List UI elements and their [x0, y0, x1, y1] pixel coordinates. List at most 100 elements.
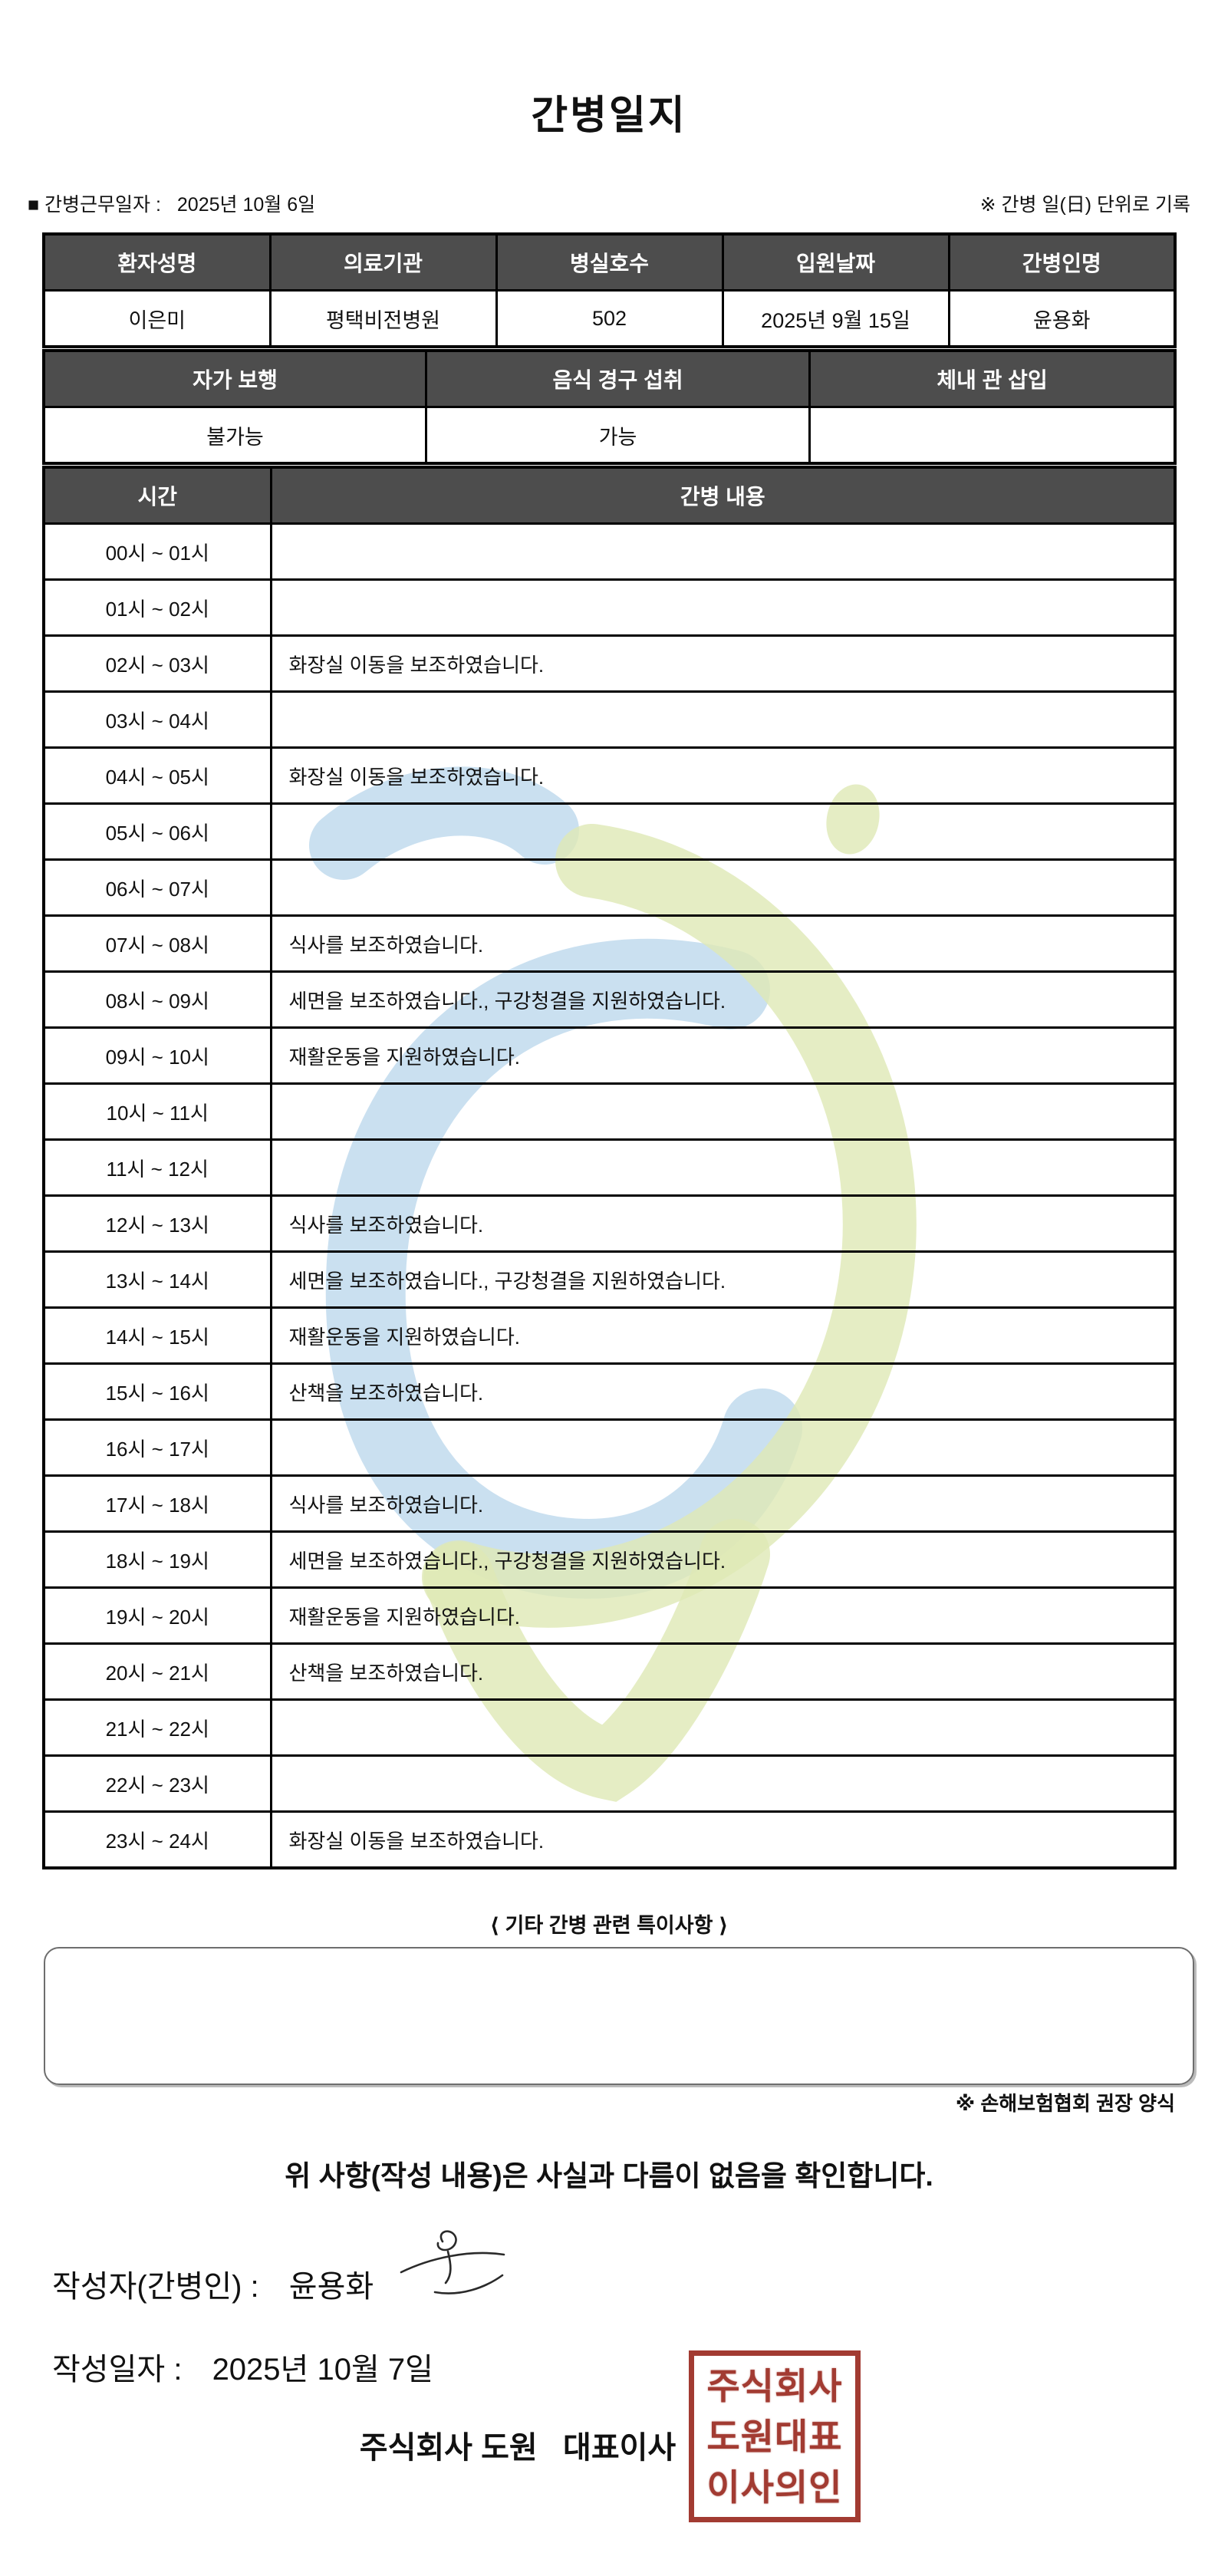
- log-time-cell: 20시 ~ 21시: [42, 1642, 272, 1701]
- self-walking-header: 자가 보행: [42, 349, 428, 408]
- log-time-cell: 22시 ~ 23시: [42, 1754, 272, 1813]
- log-row: 05시 ~ 06시: [42, 802, 1177, 861]
- patient-value-row: 이은미 평택비전병원 502 2025년 9월 15일 윤용화: [42, 289, 1177, 348]
- log-note-cell: 식사를 보조하였습니다.: [269, 914, 1177, 973]
- written-date-value: 2025년 10월 7일: [212, 2353, 433, 2387]
- log-note-cell: 세면을 보조하였습니다., 구강청결을 지원하였습니다.: [269, 1250, 1177, 1309]
- oral-intake-value: 가능: [425, 406, 811, 465]
- status-value-row: 불가능 가능: [42, 406, 1177, 465]
- log-time-cell: 09시 ~ 10시: [42, 1026, 272, 1085]
- log-time-cell: 18시 ~ 19시: [42, 1530, 272, 1589]
- log-time-cell: 15시 ~ 16시: [42, 1362, 272, 1421]
- log-row: 06시 ~ 07시: [42, 858, 1177, 917]
- handwritten-signature: [400, 2230, 505, 2294]
- log-time-cell: 05시 ~ 06시: [42, 802, 272, 861]
- log-note-cell: [269, 858, 1177, 917]
- log-row: 08시 ~ 09시 세면을 보조하였습니다., 구강청결을 지원하였습니다.: [42, 970, 1177, 1029]
- log-row: 14시 ~ 15시 재활운동을 지원하였습니다.: [42, 1306, 1177, 1365]
- company-ceo-line: 주식회사 도원 대표이사: [359, 2431, 676, 2465]
- patient-status-table: 자가 보행 음식 경구 섭취 체내 관 삽입 불가능 가능: [42, 349, 1177, 465]
- confirmation-statement: 위 사항(작성 내용)은 사실과 다름이 없음을 확인합니다.: [285, 2160, 933, 2192]
- room-number-header: 병실호수: [495, 232, 724, 292]
- log-note-cell: 식사를 보조하였습니다.: [269, 1474, 1177, 1533]
- log-row: 13시 ~ 14시 세면을 보조하였습니다., 구강청결을 지원하였습니다.: [42, 1250, 1177, 1309]
- log-note-cell: 화장실 이동을 보조하였습니다.: [269, 1810, 1177, 1869]
- care-content-column-header: 간병 내용: [269, 466, 1177, 525]
- meta-row: ■ 간병근무일자 : 2025년 10월 6일 ※ 간병 일(日) 단위로 기록: [28, 189, 1190, 217]
- patient-header-row: 환자성명 의료기관 병실호수 입원날짜 간병인명: [42, 232, 1177, 292]
- log-time-cell: 13시 ~ 14시: [42, 1250, 272, 1309]
- unit-note: ※ 간병 일(日) 단위로 기록: [979, 194, 1190, 216]
- log-row: 19시 ~ 20시 재활운동을 지원하였습니다.: [42, 1586, 1177, 1645]
- work-date-value: 2025년 10월 6일: [176, 194, 316, 216]
- writer-name: 윤용화: [288, 2270, 374, 2304]
- patient-name-header: 환자성명: [42, 232, 272, 292]
- log-note-cell: [269, 1082, 1177, 1141]
- log-note-cell: 재활운동을 지원하였습니다.: [269, 1026, 1177, 1085]
- log-row: 00시 ~ 01시: [42, 522, 1177, 581]
- log-row: 10시 ~ 11시: [42, 1082, 1177, 1141]
- seal-row-3: 이사의인: [706, 2466, 843, 2508]
- room-number-value: 502: [495, 289, 724, 348]
- log-note-cell: [269, 1698, 1177, 1757]
- written-date-line: 작성일자 : 2025년 10월 7일: [52, 2344, 433, 2389]
- admission-date-header: 입원날짜: [721, 232, 950, 292]
- medical-institution-header: 의료기관: [268, 232, 498, 292]
- caregiver-name-header: 간병인명: [947, 232, 1177, 292]
- log-note-cell: 재활운동을 지원하였습니다.: [269, 1586, 1177, 1645]
- tube-insertion-value: [808, 406, 1177, 465]
- log-time-cell: 11시 ~ 12시: [42, 1138, 272, 1197]
- care-log-table: 시간 간병 내용 00시 ~ 01시 01시 ~ 02시 02시 ~ 03시 화장…: [42, 466, 1177, 1869]
- work-date-label: ■ 간병근무일자 :: [28, 194, 161, 216]
- log-note-cell: 재활운동을 지원하였습니다.: [269, 1306, 1177, 1365]
- self-walking-value: 불가능: [42, 406, 428, 465]
- page-title: 간병일지: [531, 94, 687, 138]
- log-row: 18시 ~ 19시 세면을 보조하였습니다., 구강청결을 지원하였습니다.: [42, 1530, 1177, 1589]
- log-note-cell: 세면을 보조하였습니다., 구강청결을 지원하였습니다.: [269, 970, 1177, 1029]
- log-time-cell: 02시 ~ 03시: [42, 634, 272, 693]
- log-note-cell: [269, 1754, 1177, 1813]
- log-time-cell: 06시 ~ 07시: [42, 858, 272, 917]
- extra-notes-heading: ⟨ 기타 간병 관련 특이사항 ⟩: [489, 1914, 729, 1937]
- log-note-cell: [269, 1418, 1177, 1477]
- seal-row-1: 주식회사: [706, 2365, 843, 2406]
- log-time-cell: 08시 ~ 09시: [42, 970, 272, 1029]
- log-time-cell: 16시 ~ 17시: [42, 1418, 272, 1477]
- log-row: 11시 ~ 12시: [42, 1138, 1177, 1197]
- written-date-label: 작성일자 :: [52, 2353, 183, 2387]
- log-row: 16시 ~ 17시: [42, 1418, 1177, 1477]
- caregiver-name-value: 윤용화: [947, 289, 1177, 348]
- log-time-cell: 00시 ~ 01시: [42, 522, 272, 581]
- log-row: 15시 ~ 16시 산책을 보조하였습니다.: [42, 1362, 1177, 1421]
- log-time-cell: 07시 ~ 08시: [42, 914, 272, 973]
- log-row: 12시 ~ 13시 식사를 보조하였습니다.: [42, 1194, 1177, 1253]
- extra-notes-box: [44, 1947, 1194, 2085]
- log-note-cell: 화장실 이동을 보조하였습니다.: [269, 746, 1177, 805]
- log-row: 09시 ~ 10시 재활운동을 지원하였습니다.: [42, 1026, 1177, 1085]
- log-row: 20시 ~ 21시 산책을 보조하였습니다.: [42, 1642, 1177, 1701]
- log-row: 22시 ~ 23시: [42, 1754, 1177, 1813]
- log-time-cell: 21시 ~ 22시: [42, 1698, 272, 1757]
- medical-institution-value: 평택비전병원: [268, 289, 498, 348]
- log-row: 04시 ~ 05시 화장실 이동을 보조하였습니다.: [42, 746, 1177, 805]
- log-row: 07시 ~ 08시 식사를 보조하였습니다.: [42, 914, 1177, 973]
- log-time-cell: 14시 ~ 15시: [42, 1306, 272, 1365]
- time-column-header: 시간: [42, 466, 272, 525]
- log-note-cell: 식사를 보조하였습니다.: [269, 1194, 1177, 1253]
- log-row: 02시 ~ 03시 화장실 이동을 보조하였습니다.: [42, 634, 1177, 693]
- log-time-cell: 04시 ~ 05시: [42, 746, 272, 805]
- log-time-cell: 17시 ~ 18시: [42, 1474, 272, 1533]
- log-time-cell: 01시 ~ 02시: [42, 578, 272, 637]
- log-note-cell: 세면을 보조하였습니다., 구강청결을 지원하였습니다.: [269, 1530, 1177, 1589]
- log-row: 23시 ~ 24시 화장실 이동을 보조하였습니다.: [42, 1810, 1177, 1869]
- log-note-cell: [269, 1138, 1177, 1197]
- log-note-cell: [269, 522, 1177, 581]
- care-log-header-row: 시간 간병 내용: [42, 466, 1177, 525]
- patient-info-table: 환자성명 의료기관 병실호수 입원날짜 간병인명 이은미 평택비전병원 502 …: [42, 232, 1177, 348]
- log-time-cell: 12시 ~ 13시: [42, 1194, 272, 1253]
- log-time-cell: 23시 ~ 24시: [42, 1810, 272, 1869]
- log-note-cell: 화장실 이동을 보조하였습니다.: [269, 634, 1177, 693]
- seal-row-2: 도원대표: [706, 2416, 843, 2457]
- writer-label: 작성자(간병인) :: [52, 2270, 259, 2304]
- log-note-cell: 산책을 보조하였습니다.: [269, 1642, 1177, 1701]
